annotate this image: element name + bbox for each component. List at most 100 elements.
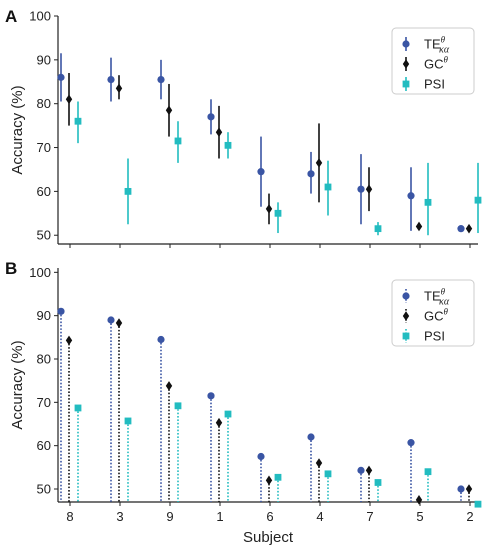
data-point xyxy=(65,335,73,346)
y-tick-label: 100 xyxy=(29,9,51,24)
data-point xyxy=(374,479,382,486)
panel-b: B 50 60 70 80 90 100 8 3 9 1 6 4 7 5 2 Accuracy (%) Subje… xyxy=(5,259,482,546)
legend-marker xyxy=(402,40,410,48)
series-gc xyxy=(65,318,473,505)
series-te xyxy=(57,307,465,502)
x-tick-label: 6 xyxy=(266,509,273,524)
data-point xyxy=(115,83,123,94)
data-point xyxy=(65,94,73,105)
y-axis-title: Accuracy (%) xyxy=(9,85,26,174)
x-tick-label: 4 xyxy=(316,509,323,524)
legend-label: PSI xyxy=(424,77,445,92)
series-gc xyxy=(65,73,473,234)
data-point xyxy=(407,439,415,447)
legend-label: TEθ κα xyxy=(424,287,450,308)
legend-marker xyxy=(402,59,410,69)
legend-label: GCθ xyxy=(424,307,449,324)
data-point xyxy=(415,495,423,505)
data-point xyxy=(415,221,423,232)
data-point xyxy=(57,73,65,81)
data-point xyxy=(257,452,265,461)
data-point xyxy=(465,223,473,234)
data-point xyxy=(465,484,473,494)
data-point xyxy=(357,466,365,474)
data-point xyxy=(165,105,173,116)
data-point xyxy=(224,141,232,149)
data-point xyxy=(424,468,432,476)
data-point xyxy=(474,196,482,204)
data-point xyxy=(174,137,182,145)
y-tick-label: 100 xyxy=(29,265,51,280)
data-point xyxy=(274,473,282,481)
legend-marker xyxy=(402,80,410,88)
x-tick-label: 3 xyxy=(116,509,123,524)
data-point xyxy=(324,183,332,191)
series-psi xyxy=(74,101,482,236)
data-point xyxy=(165,381,173,391)
y-tick-label: 70 xyxy=(37,140,51,155)
panel-letter: B xyxy=(5,259,17,278)
data-point xyxy=(357,185,365,193)
data-point xyxy=(374,225,382,233)
data-point xyxy=(107,75,115,84)
data-point xyxy=(57,307,65,315)
y-tick-label: 90 xyxy=(37,308,51,323)
y-tick-label: 50 xyxy=(37,228,51,243)
data-point xyxy=(215,417,223,428)
data-point xyxy=(324,470,332,478)
x-tick-label: 1 xyxy=(216,509,223,524)
data-point xyxy=(407,192,415,200)
data-point xyxy=(215,127,223,137)
data-point xyxy=(124,417,132,425)
data-point xyxy=(207,113,215,121)
x-tick-label: 9 xyxy=(166,509,173,524)
legend-box xyxy=(391,27,475,95)
data-point xyxy=(74,117,82,125)
y-tick-label: 70 xyxy=(37,395,51,410)
y-tick-label: 90 xyxy=(37,52,51,67)
y-axis-title: Accuracy (%) xyxy=(9,340,26,429)
data-point xyxy=(174,402,182,410)
y-tick-label: 50 xyxy=(37,482,51,497)
y-tick-label: 80 xyxy=(37,352,51,367)
data-point xyxy=(257,168,265,176)
legend-marker xyxy=(402,292,410,300)
legend-label: TEθ κα xyxy=(424,35,450,56)
data-point xyxy=(107,316,115,324)
data-point xyxy=(207,392,215,400)
data-point xyxy=(157,75,165,84)
legend-marker xyxy=(402,311,410,321)
series-te xyxy=(57,53,465,233)
data-point xyxy=(457,485,465,493)
legend-marker xyxy=(402,332,410,340)
data-point xyxy=(365,465,373,476)
data-point xyxy=(274,209,282,217)
x-tick-label: 2 xyxy=(466,509,473,524)
x-tick-label: 8 xyxy=(66,509,73,524)
data-point xyxy=(307,170,315,178)
x-axis-title: Subject xyxy=(243,529,294,546)
x-tick-label: 7 xyxy=(366,509,373,524)
data-point xyxy=(224,410,232,418)
x-tick-label: 5 xyxy=(416,509,423,524)
data-point xyxy=(315,158,323,168)
data-point xyxy=(457,225,465,233)
data-point xyxy=(424,198,432,206)
data-point xyxy=(265,475,273,486)
y-tick-label: 60 xyxy=(37,438,51,453)
data-point xyxy=(365,184,373,194)
data-point xyxy=(265,204,273,214)
legend-box xyxy=(391,279,475,347)
data-point xyxy=(124,187,132,195)
data-point xyxy=(74,404,82,412)
data-point xyxy=(115,318,123,328)
data-point xyxy=(307,433,315,441)
data-point xyxy=(474,500,482,508)
y-tick-label: 80 xyxy=(37,96,51,111)
y-tick-label: 60 xyxy=(37,184,51,199)
legend-label: PSI xyxy=(424,329,445,344)
series-psi xyxy=(74,402,482,508)
panel-letter: A xyxy=(5,7,17,26)
data-point xyxy=(315,458,323,468)
